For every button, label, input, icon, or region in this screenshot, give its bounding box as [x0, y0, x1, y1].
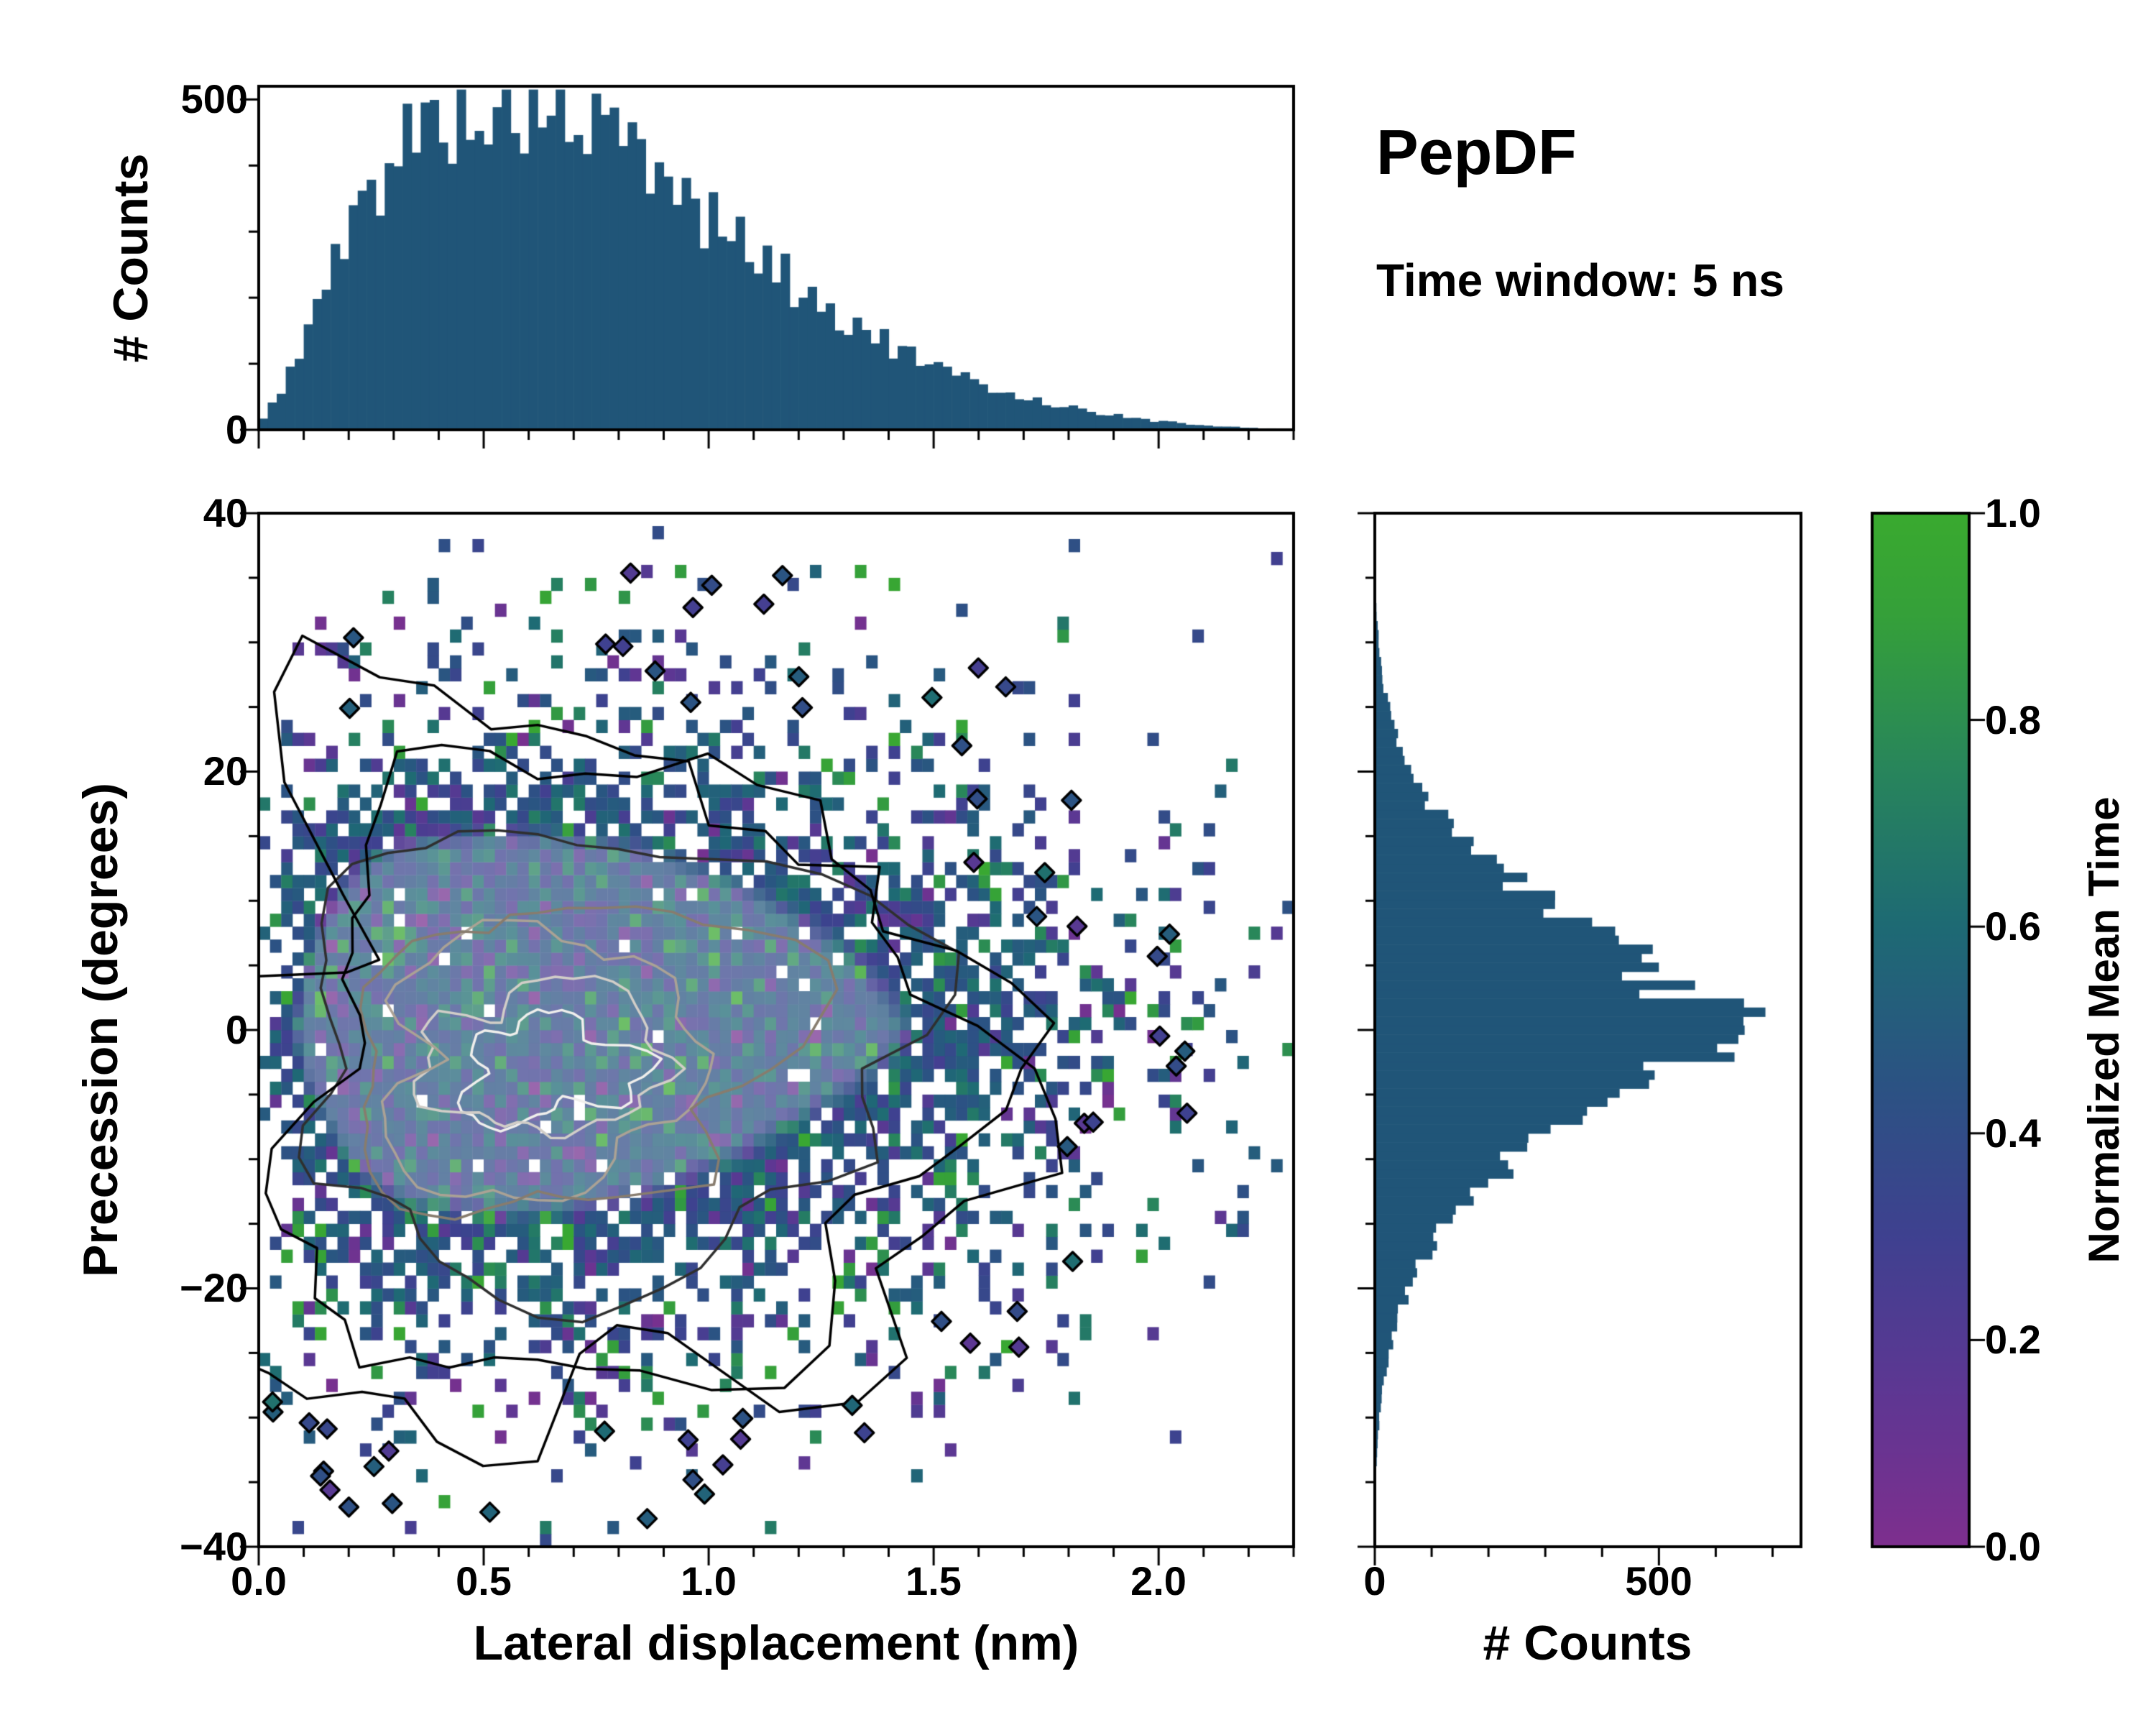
- colorbar-tick-02: 0.2: [1985, 1317, 2041, 1362]
- main-xlabel: Lateral displacement (nm): [473, 1616, 1079, 1670]
- main-ytick-40: 40: [203, 490, 248, 535]
- main-ylabel: Precession (degrees): [73, 783, 128, 1277]
- right-hist-xlabel: # Counts: [1483, 1616, 1692, 1670]
- colorbar-tick-10: 1.0: [1985, 490, 2041, 535]
- main-xtick-10: 1.0: [681, 1558, 737, 1604]
- main-xtick-05: 0.5: [456, 1558, 512, 1604]
- main-ytick-m20: −20: [180, 1265, 248, 1310]
- main-ytick-m40: −40: [180, 1524, 248, 1569]
- main-xtick-00: 0.0: [231, 1558, 287, 1604]
- top-hist-ytick-500: 500: [180, 76, 248, 121]
- figure-title: PepDF: [1376, 116, 1577, 188]
- figure-subtitle: Time window: 5 ns: [1376, 254, 1784, 306]
- colorbar-tick-06: 0.6: [1985, 903, 2041, 949]
- main-ytick-0: 0: [225, 1007, 248, 1052]
- top-hist-ylabel: # Counts: [103, 153, 158, 363]
- main-xtick-15: 1.5: [906, 1558, 962, 1604]
- colorbar-label: Normalized Mean Time: [2080, 796, 2128, 1264]
- right-hist-xtick-0: 0: [1363, 1558, 1386, 1604]
- colorbar-tick-04: 0.4: [1985, 1110, 2041, 1156]
- colorbar-tick-08: 0.8: [1985, 697, 2041, 742]
- right-hist-xtick-500: 500: [1625, 1558, 1692, 1604]
- colorbar-tick-00: 0.0: [1985, 1524, 2041, 1569]
- top-hist-ytick-0: 0: [225, 407, 248, 452]
- main-xtick-20: 2.0: [1130, 1558, 1187, 1604]
- main-ytick-20: 20: [203, 748, 248, 794]
